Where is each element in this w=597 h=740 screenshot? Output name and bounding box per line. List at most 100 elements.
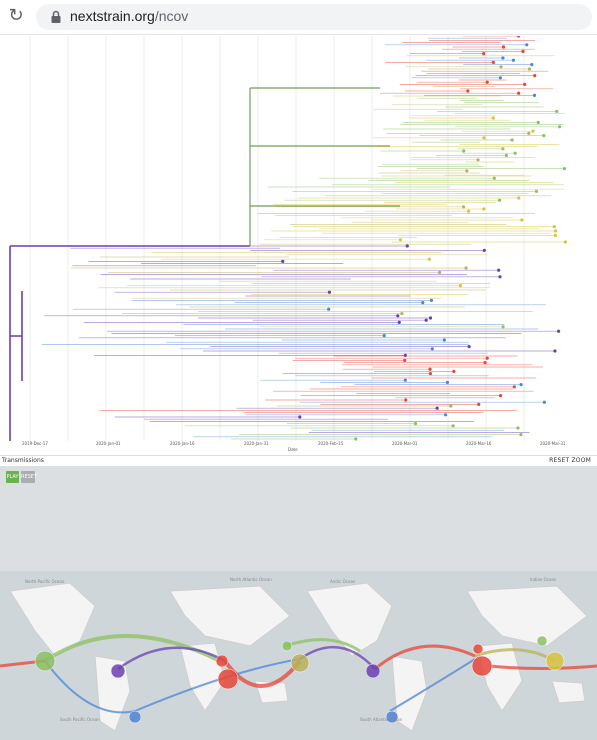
tree-tip: [482, 52, 486, 56]
location-bubble: [471, 655, 493, 677]
tree-tip: [491, 60, 495, 64]
landmass: [9, 582, 96, 657]
x-tick-label: 2020-Mar-16: [466, 441, 492, 446]
transmission-arc: [44, 660, 136, 714]
tree-tip: [382, 334, 386, 338]
tree-tip: [452, 369, 456, 373]
tree-tip: [281, 259, 285, 263]
location-bubble: [536, 635, 548, 647]
location-bubble: [385, 710, 399, 724]
location-bubble: [290, 653, 310, 673]
tree-tip: [428, 367, 432, 371]
tree-tip: [430, 347, 434, 351]
x-tick-label: 2020-Mar-01: [392, 441, 418, 446]
location-bubble: [128, 710, 142, 724]
phylogenetic-tree[interactable]: [0, 36, 597, 454]
tree-tip: [491, 116, 495, 120]
transmission-arc: [284, 638, 361, 653]
x-tick-label: 2020-Feb-15: [318, 441, 344, 446]
tree-tip: [403, 378, 407, 382]
omnibox[interactable]: nextstrain.org/ncov: [36, 4, 592, 30]
landmass: [306, 582, 393, 657]
reset-zoom-button[interactable]: RESET ZOOM: [549, 457, 591, 464]
tree-tip: [553, 233, 557, 237]
tree-tip: [525, 43, 529, 47]
play-button[interactable]: PLAY: [6, 471, 19, 483]
tree-tip: [558, 125, 562, 129]
landmass: [466, 585, 588, 647]
ocean-label: South Atlantic Ocean: [360, 717, 403, 722]
transmission-arc: [389, 658, 476, 712]
tree-tip: [404, 398, 408, 402]
transmission-arc: [299, 645, 376, 670]
tree-tip: [398, 238, 403, 242]
tree-tip: [516, 426, 520, 430]
tree-tip: [428, 316, 433, 320]
reset-button[interactable]: RESET: [21, 471, 37, 483]
tree-tip: [451, 424, 455, 428]
tree-tip: [501, 147, 505, 151]
tree-tip: [553, 349, 557, 353]
location-bubble: [545, 651, 565, 671]
tree-tip: [533, 74, 537, 78]
tree-tip: [403, 358, 407, 362]
tree-tip: [485, 80, 489, 84]
tree-tip: [483, 361, 487, 365]
tree-tip: [435, 406, 439, 410]
tree-tip: [512, 385, 516, 389]
tree-tip: [498, 198, 502, 202]
tree-tip: [510, 138, 514, 142]
tree-tip: [397, 320, 401, 324]
tree-tip: [556, 329, 561, 333]
transmission-map[interactable]: PLAY RESET North Pacific Ocean North Atla…: [0, 466, 597, 740]
url-text: nextstrain.org/ncov: [70, 8, 188, 24]
location-bubble: [34, 650, 56, 672]
landmass: [391, 655, 428, 732]
tree-tip: [403, 353, 407, 357]
tree-tip: [445, 380, 450, 384]
tree-tip: [400, 312, 404, 316]
browser-address-bar: ↻ nextstrain.org/ncov: [0, 0, 597, 35]
world-map[interactable]: North Pacific Ocean North Atlantic Ocean A…: [0, 571, 597, 740]
ocean-label: South Pacific Ocean: [60, 717, 100, 722]
tree-tip: [519, 433, 523, 437]
tree-tip: [499, 65, 503, 69]
tree-tip: [492, 176, 496, 180]
location-bubble: [365, 663, 381, 679]
tree-tip: [501, 45, 506, 49]
tree-tip: [421, 301, 425, 305]
transmission-arc: [117, 646, 226, 671]
tree-tip: [534, 189, 539, 193]
reload-icon[interactable]: ↻: [8, 5, 24, 26]
tree-tip: [527, 67, 531, 71]
tree-tip: [485, 356, 489, 360]
tree-tip: [428, 372, 433, 376]
tree-tip: [354, 437, 358, 441]
tree-tip: [482, 207, 486, 211]
tree-tip: [504, 153, 508, 157]
tree-tip: [542, 400, 546, 404]
tree-tip: [520, 218, 524, 222]
landmass: [551, 680, 586, 704]
tree-tip: [466, 89, 470, 93]
tree-tip: [449, 404, 453, 408]
tree-tip: [498, 76, 502, 80]
ocean-label: North Atlantic Ocean: [230, 577, 272, 582]
tree-tip: [516, 36, 521, 38]
tree-tip: [477, 402, 481, 406]
tree-tip: [501, 56, 505, 60]
location-bubble: [110, 663, 126, 679]
tree-tip: [465, 169, 469, 173]
tree-tip: [458, 284, 462, 288]
divider: [0, 455, 597, 456]
url-host: nextstrain.org: [70, 8, 155, 24]
tree-tip: [552, 225, 556, 229]
tree-tip: [517, 91, 521, 95]
location-bubble: [281, 640, 293, 652]
tree-tip: [482, 248, 486, 252]
tree-tip: [517, 196, 521, 200]
tree-tip: [521, 49, 525, 53]
url-path: /ncov: [154, 8, 189, 24]
tree-tip: [498, 394, 503, 398]
transmission-arc: [489, 664, 597, 670]
